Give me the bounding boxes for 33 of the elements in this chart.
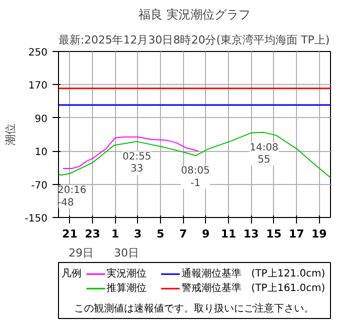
- legend-label: 警戒潮位基準 (TP上161.0cm): [181, 282, 326, 294]
- x-tick-label: 7: [179, 228, 187, 240]
- y-tick-label: -70: [31, 180, 48, 192]
- x-tick-label: 9: [202, 228, 210, 240]
- y-tick-label: 250: [28, 48, 48, 58]
- legend-title: 凡例: [62, 268, 82, 280]
- y-tick-label: -150: [24, 214, 48, 224]
- text: 30日: [114, 246, 139, 260]
- text: この観測値は速報値です。取り扱いにご注意下さい。: [74, 302, 314, 314]
- legend-label: 通報潮位基準 (TP上121.0cm): [181, 268, 326, 280]
- line-series: [58, 132, 330, 178]
- y-axis-title: 潮位: [4, 124, 17, 146]
- x-tick-label: 19: [312, 228, 327, 240]
- chart-title: 福良 実況潮位グラフ: [138, 8, 250, 22]
- x-tick-label: 13: [244, 228, 259, 240]
- annotation: 08:05 -1: [181, 166, 210, 189]
- legend-label: 実況潮位: [106, 268, 147, 280]
- y-tick-label: 10: [34, 147, 48, 158]
- y-tick-label: 90: [34, 114, 48, 125]
- x-tick-label: 1: [111, 228, 119, 240]
- chart-subtitle: 最新:2025年12月30日8時20分(東京湾平均海面 TP上): [58, 34, 330, 46]
- x-tick-label: 3: [134, 228, 142, 240]
- x-tick-label: 17: [288, 228, 304, 240]
- legend-label: 推算潮位: [106, 282, 147, 294]
- annotation: 02:55 33: [122, 152, 152, 175]
- x-tick-label: 11: [220, 228, 236, 240]
- x-tick-label: 5: [156, 228, 164, 240]
- text: 29日: [68, 246, 94, 260]
- annotation: 14:08 55: [250, 142, 278, 166]
- x-tick-label: 21: [62, 228, 78, 240]
- x-tick-label: 15: [266, 228, 282, 240]
- x-tick-label: 23: [84, 228, 100, 240]
- y-tick-label: 170: [28, 80, 48, 92]
